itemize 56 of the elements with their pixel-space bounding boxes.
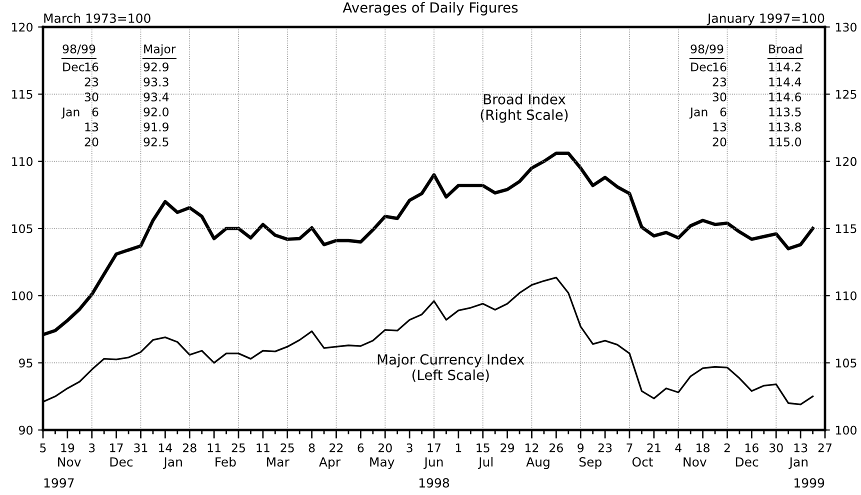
- x-tick-label: 5: [40, 444, 46, 452]
- x-tick-label: 6: [358, 443, 364, 452]
- x-tick-label: 13: [794, 443, 808, 452]
- x-tick-label: 31: [134, 443, 148, 452]
- x-tick-label: 2: [724, 443, 730, 452]
- y-tick-label: 110: [12, 157, 32, 166]
- text: Nov Dec Jan Feb Mar Apr May Jun Jul Aug Sep Oct Nov Dec Jan: [58, 456, 808, 470]
- x-tick-label: 22: [330, 443, 343, 452]
- x-tick-label: 30: [770, 443, 783, 452]
- x-tick-label: 14: [158, 444, 172, 452]
- x-tick-label: 11: [256, 444, 270, 452]
- x-tick-label: 28: [182, 443, 196, 452]
- y2-tick-label: 115: [836, 224, 856, 234]
- text: 98/99 Major Dec16 92.9 23 93.3 30 93.4 Jan 6 92.0 13 91.9 20 92.5: [61, 44, 176, 146]
- y-tick-label: 120: [12, 22, 32, 32]
- y2-tick-label: 125: [836, 90, 856, 99]
- y2-tick-label: 130: [836, 22, 856, 32]
- y2-tick-label: 120: [836, 157, 856, 166]
- x-tick-label: 17: [428, 444, 440, 452]
- text: 1997 1998 1999: [44, 478, 824, 488]
- x-tick-label: 23: [598, 443, 612, 452]
- x-tick-label: 7: [626, 444, 632, 452]
- x-tick-label: 9: [578, 443, 584, 452]
- x-tick-label: 25: [232, 443, 245, 452]
- text: 98/99 Broad Dec16 114.2 23 114.4 30 114.6 Jan 6 113.5 13 113.8 20 115.0: [689, 44, 802, 146]
- x-tick-label: 4: [675, 444, 682, 452]
- text: Broad Index (Right Scale): [480, 94, 568, 123]
- y2-tick-label: 110: [836, 291, 856, 300]
- y-axis-title: March 1973=100: [44, 13, 150, 23]
- chart-title: Averages of Daily Figures: [342, 2, 518, 16]
- x-tick-label: 11: [208, 444, 220, 452]
- series-label: Major Currency Index (Left Scale): [378, 354, 524, 382]
- x-tick-label: 8: [308, 443, 315, 452]
- y2-axis-title: January 1997=100: [706, 14, 824, 26]
- x-tick-label: 18: [696, 443, 710, 452]
- y-tick-label: 105: [12, 224, 32, 234]
- x-tick-label: 3: [406, 443, 412, 452]
- x-tick-label: 15: [476, 444, 490, 452]
- y-tick-label: 90: [19, 426, 32, 435]
- y-tick-label: 95: [19, 358, 32, 368]
- x-tick-label: 27: [818, 443, 832, 452]
- y-tick-label: 100: [12, 291, 32, 300]
- y-tick-label: 115: [12, 90, 32, 99]
- x-tick-label: 20: [378, 443, 392, 452]
- x-tick-label: 16: [745, 443, 758, 452]
- x-tick-label: 26: [550, 443, 563, 452]
- x-tick-label: 21: [647, 443, 660, 452]
- y2-tick-label: 105: [836, 358, 856, 368]
- y2-tick-label: 100: [836, 426, 856, 435]
- x-tick-label: 19: [61, 443, 74, 452]
- x-tick-label: 25: [280, 443, 294, 452]
- x-tick-label: 3: [89, 443, 95, 452]
- x-tick-label: 1: [456, 444, 462, 452]
- x-tick-label: 17: [110, 444, 123, 452]
- x-tick-label: 29: [500, 443, 514, 452]
- x-tick-label: 12: [526, 443, 538, 452]
